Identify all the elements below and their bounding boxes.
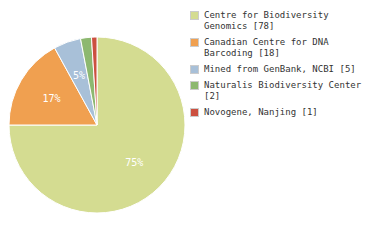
svg-text:17%: 17%	[43, 93, 61, 104]
html-text:Novogene, Nanjing [1]: Novogene, Nanjing [1]	[204, 107, 318, 117]
html-text:Canadian Centre for DNA Barcod: Canadian Centre for DNA Barcoding [18]	[204, 37, 329, 58]
svg-text:5%: 5%	[73, 70, 85, 81]
html-text:Centre for Biodiversity Genomi: Centre for Biodiversity Genomics [78]	[204, 10, 329, 31]
svg-text:75%: 75%	[125, 157, 143, 168]
html-text:Mined from GenBank, NCBI [5]: Mined from GenBank, NCBI [5]	[204, 64, 356, 74]
html-text:Naturalis Biodiversity Center: Naturalis Biodiversity Center [2]	[204, 80, 362, 101]
